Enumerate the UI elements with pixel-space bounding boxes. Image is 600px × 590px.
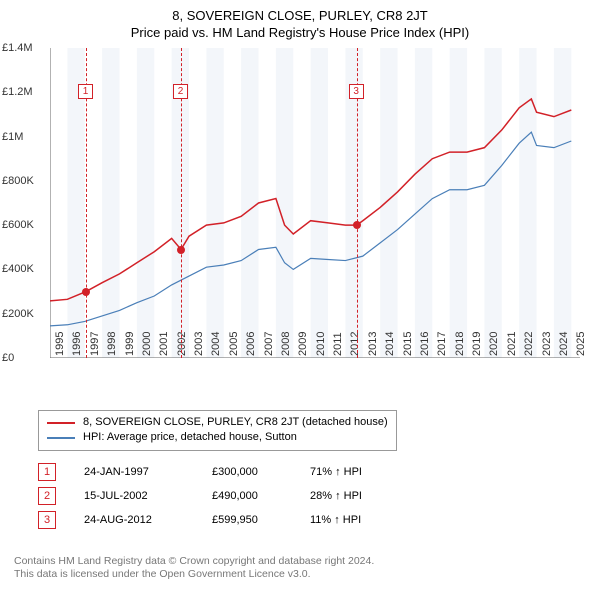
sales-price: £599,950 (212, 514, 282, 526)
legend: 8, SOVEREIGN CLOSE, PURLEY, CR8 2JT (det… (38, 410, 397, 451)
legend-row-hpi: HPI: Average price, detached house, Sutt… (47, 430, 388, 445)
x-axis-label: 2008 (280, 332, 292, 356)
sales-row: 1 24-JAN-1997 £300,000 71% ↑ HPI (38, 460, 400, 484)
sales-date: 24-JAN-1997 (84, 466, 184, 478)
sale-marker-box: 2 (173, 84, 188, 99)
sales-date: 15-JUL-2002 (84, 490, 184, 502)
y-axis-label: £400K (2, 263, 34, 275)
x-axis-label: 2007 (263, 332, 275, 356)
sales-price: £300,000 (212, 466, 282, 478)
x-axis-label: 2014 (384, 332, 396, 356)
x-axis-label: 2005 (228, 332, 240, 356)
x-axis-label: 2023 (541, 332, 553, 356)
legend-row-property: 8, SOVEREIGN CLOSE, PURLEY, CR8 2JT (det… (47, 415, 388, 430)
x-axis-label: 2017 (436, 332, 448, 356)
legend-label-hpi: HPI: Average price, detached house, Sutt… (83, 430, 297, 445)
sales-pct: 28% ↑ HPI (310, 490, 400, 502)
y-axis-label: £800K (2, 175, 34, 187)
sales-price: £490,000 (212, 490, 282, 502)
chart-title: 8, SOVEREIGN CLOSE, PURLEY, CR8 2JT (0, 0, 600, 23)
x-axis-label: 2021 (506, 332, 518, 356)
footer-attribution: Contains HM Land Registry data © Crown c… (14, 555, 374, 582)
y-axis-label: £1.4M (2, 42, 33, 54)
x-axis-label: 2006 (245, 332, 257, 356)
x-axis-label: 2020 (488, 332, 500, 356)
footer-line2: This data is licensed under the Open Gov… (14, 568, 374, 582)
y-axis-label: £600K (2, 219, 34, 231)
x-axis-label: 2015 (402, 332, 414, 356)
x-axis-label: 2013 (367, 332, 379, 356)
x-axis-label: 2009 (297, 332, 309, 356)
footer-line1: Contains HM Land Registry data © Crown c… (14, 555, 374, 569)
x-axis-label: 2025 (575, 332, 587, 356)
x-axis-label: 2004 (210, 332, 222, 356)
x-axis-label: 2010 (315, 332, 327, 356)
sales-date: 24-AUG-2012 (84, 514, 184, 526)
sales-row: 2 15-JUL-2002 £490,000 28% ↑ HPI (38, 484, 400, 508)
x-axis-label: 2019 (471, 332, 483, 356)
sale-marker-dot (353, 221, 361, 229)
x-axis-label: 2001 (158, 332, 170, 356)
chart-svg (50, 48, 580, 358)
sales-pct: 11% ↑ HPI (310, 514, 400, 526)
x-axis-label: 1995 (54, 332, 66, 356)
x-axis-label: 2024 (558, 332, 570, 356)
x-axis-label: 1998 (106, 332, 118, 356)
x-axis-label: 1997 (89, 332, 101, 356)
x-axis-label: 1999 (124, 332, 136, 356)
sale-marker-dot (177, 246, 185, 254)
sales-row: 3 24-AUG-2012 £599,950 11% ↑ HPI (38, 508, 400, 532)
y-axis-label: £0 (2, 352, 14, 364)
x-axis-label: 2012 (349, 332, 361, 356)
sales-marker-box: 3 (38, 511, 56, 529)
x-axis-label: 2016 (419, 332, 431, 356)
sales-marker-box: 1 (38, 463, 56, 481)
x-axis-label: 2003 (193, 332, 205, 356)
legend-swatch-property (47, 422, 75, 424)
x-axis-label: 2018 (454, 332, 466, 356)
y-axis-label: £200K (2, 308, 34, 320)
x-axis-label: 2011 (332, 332, 344, 356)
sales-pct: 71% ↑ HPI (310, 466, 400, 478)
sales-marker-box: 2 (38, 487, 56, 505)
sale-marker-box: 3 (349, 84, 364, 99)
chart-plot-area: £0£200K£400K£600K£800K£1M£1.2M£1.4M19951… (50, 48, 580, 358)
chart-subtitle: Price paid vs. HM Land Registry's House … (0, 23, 600, 46)
sale-marker-dot (82, 288, 90, 296)
legend-label-property: 8, SOVEREIGN CLOSE, PURLEY, CR8 2JT (det… (83, 415, 388, 430)
y-axis-label: £1M (2, 131, 23, 143)
sales-table: 1 24-JAN-1997 £300,000 71% ↑ HPI 2 15-JU… (38, 460, 400, 532)
chart-container: { "title": "8, SOVEREIGN CLOSE, PURLEY, … (0, 0, 600, 590)
x-axis-label: 2000 (141, 332, 153, 356)
x-axis-label: 1996 (71, 332, 83, 356)
y-axis-label: £1.2M (2, 86, 33, 98)
sale-marker-box: 1 (78, 84, 93, 99)
x-axis-label: 2022 (523, 332, 535, 356)
legend-swatch-hpi (47, 437, 75, 439)
